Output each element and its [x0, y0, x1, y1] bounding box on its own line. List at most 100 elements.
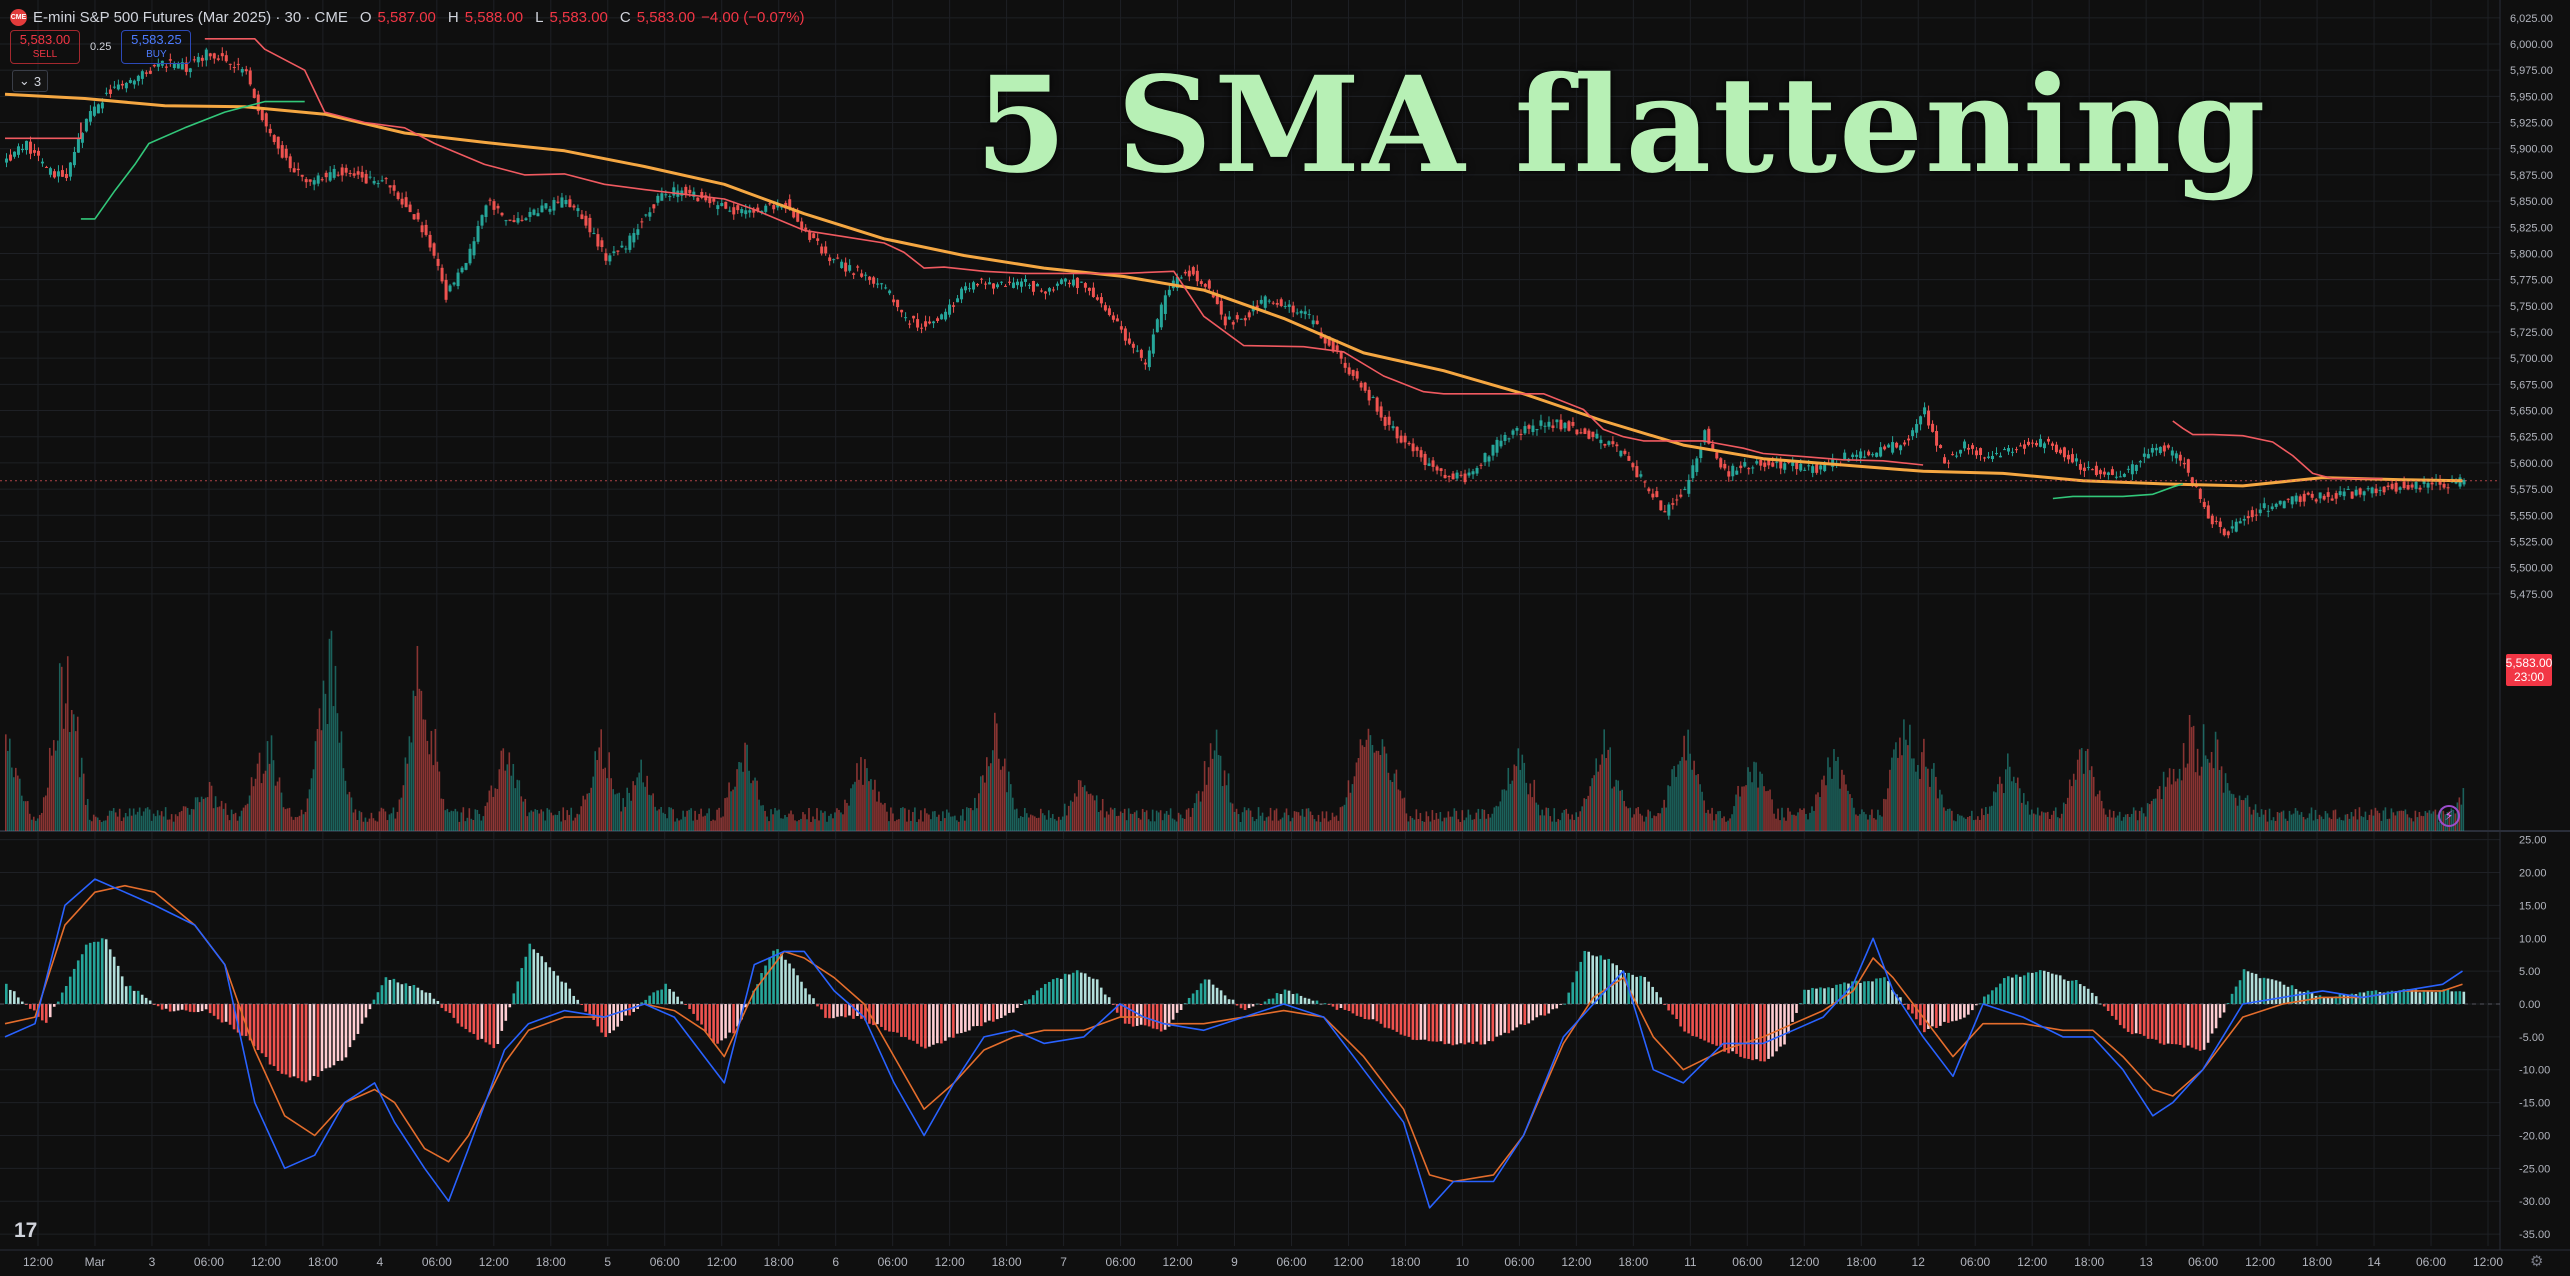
macd-histogram-bar [908, 1004, 911, 1040]
volume-bar [522, 801, 525, 831]
indicators-toggle[interactable]: ⌄ 3 [12, 70, 48, 92]
candle-body [1087, 287, 1091, 291]
candle-body [388, 185, 392, 188]
candle-body [1339, 351, 1343, 359]
candle-body [1219, 300, 1223, 315]
macd-histogram-bar [2038, 970, 2042, 1004]
candle-body [424, 224, 428, 235]
candle-body [528, 211, 532, 217]
volume-bar [2324, 811, 2327, 831]
candle-body [1663, 511, 1667, 513]
candle-body [564, 199, 568, 205]
macd-histogram-bar [1567, 992, 1571, 1004]
macd-histogram-bar [1359, 1004, 1363, 1017]
candle-body [1907, 438, 1911, 441]
volume-bar [1621, 789, 1623, 831]
volume-bar [238, 816, 241, 831]
volume-bar [2212, 768, 2215, 831]
candle-body [456, 272, 460, 287]
candle-body [952, 305, 956, 307]
candle-body [2166, 445, 2170, 448]
volume-bar [362, 821, 365, 831]
candle-body [948, 304, 952, 315]
volume-bar [530, 810, 533, 831]
volume-bar [2082, 773, 2085, 831]
macd-histogram-bar [1211, 984, 1215, 1004]
volume-bar [566, 810, 569, 831]
volume-bar [404, 757, 407, 831]
volume-bar [688, 809, 690, 831]
volume-bar [1237, 814, 1240, 831]
volume-bar [1453, 808, 1456, 831]
lightning-icon[interactable]: ⚡ [2438, 805, 2460, 827]
volume-bar [786, 817, 788, 831]
volume-bar [536, 810, 539, 831]
candle-body [1243, 318, 1247, 321]
volume-bar [1283, 812, 1286, 831]
volume-bar [340, 731, 343, 831]
volume-bar [1863, 811, 1865, 831]
volume-bar [1447, 811, 1450, 831]
macd-histogram-bar [684, 1004, 687, 1005]
time-tick-label: 12:00 [1789, 1255, 1819, 1269]
macd-histogram-bar [1579, 961, 1583, 1004]
macd-histogram-bar [64, 986, 68, 1004]
volume-bar [1004, 758, 1006, 831]
macd-histogram-bar [676, 996, 679, 1004]
candle-body [76, 138, 80, 153]
macd-tick-label: 0.00 [2519, 999, 2540, 1011]
candle-body [504, 220, 508, 222]
candle-body [1567, 421, 1571, 431]
volume-bar [746, 744, 748, 831]
buy-button[interactable]: 5,583.25 BUY [121, 30, 192, 64]
stop-red-line [2172, 420, 2383, 480]
volume-bar [228, 820, 231, 831]
candle-body [1811, 466, 1815, 473]
volume-bar [52, 740, 55, 831]
macd-histogram-bar [956, 1004, 959, 1034]
volume-bar [1699, 784, 1701, 831]
candle-body [1283, 306, 1287, 308]
candle-body [1439, 468, 1443, 472]
volume-bar [1253, 821, 1256, 831]
macd-histogram-bar [1175, 1004, 1179, 1013]
macd-histogram-bar [1027, 999, 1031, 1004]
volume-bar [2262, 814, 2265, 831]
volume-bar [2332, 810, 2335, 831]
candle-body [1959, 449, 1963, 454]
macd-histogram-bar [872, 1004, 875, 1026]
volume-bar [330, 630, 333, 831]
volume-bar [1119, 811, 1122, 831]
volume-bar [1929, 786, 1931, 831]
volume-bar [1667, 785, 1669, 831]
candle-body [1259, 299, 1263, 304]
macd-histogram-bar [644, 999, 647, 1004]
macd-histogram-bar [196, 1004, 200, 1013]
macd-histogram-bar [312, 1004, 316, 1076]
candle-body [2290, 496, 2294, 505]
sell-button[interactable]: 5,583.00 SELL [10, 30, 80, 64]
symbol-title[interactable]: E-mini S&P 500 Futures (Mar 2025) · 30 ·… [33, 8, 348, 26]
volume-bar [212, 808, 215, 831]
candle-body [1079, 281, 1083, 283]
volume-bar [424, 719, 427, 831]
volume-bar [826, 821, 828, 831]
volume-bar [814, 819, 816, 831]
volume-bar [1773, 813, 1775, 831]
gear-icon[interactable]: ⚙ [2530, 1253, 2544, 1270]
volume-bar [888, 821, 890, 831]
volume-bar [820, 810, 822, 831]
candle-body [1199, 281, 1203, 284]
volume-bar [2038, 815, 2041, 831]
macd-histogram-bar [2230, 993, 2234, 1004]
volume-bar [502, 748, 505, 831]
volume-bar [2364, 811, 2367, 831]
candle-body [1695, 458, 1699, 473]
volume-bar [2134, 810, 2137, 831]
volume-bar [274, 785, 277, 831]
candle-body [692, 191, 696, 197]
volume-bar [806, 819, 808, 831]
volume-bar [1227, 773, 1230, 831]
candle-body [2162, 445, 2166, 452]
